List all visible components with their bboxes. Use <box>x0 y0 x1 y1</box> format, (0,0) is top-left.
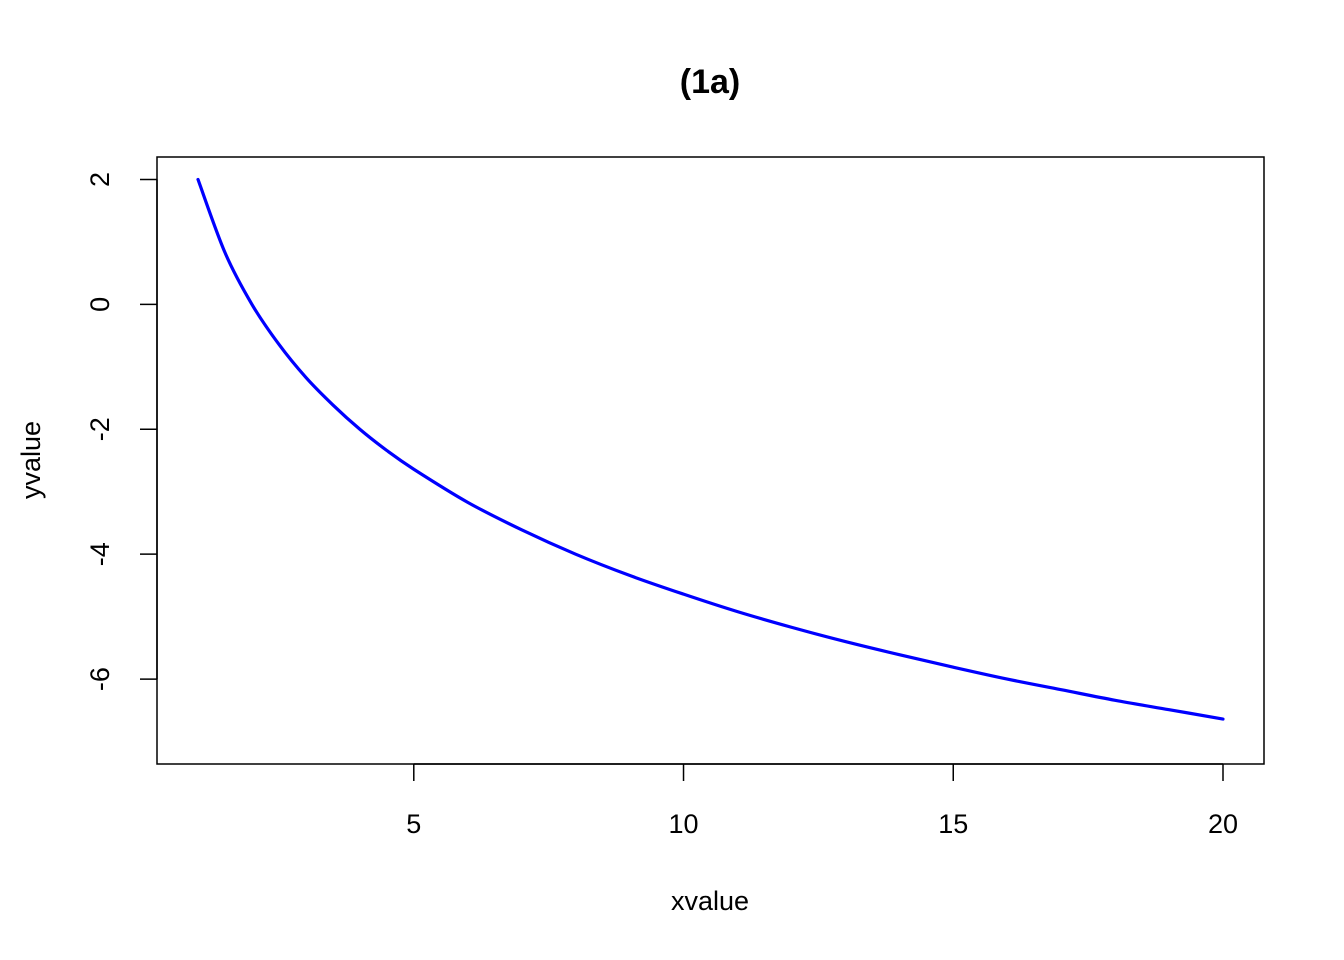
series-layer <box>196 177 1225 721</box>
y-axis-label: yvalue <box>16 421 46 499</box>
y-tick-label: -2 <box>85 417 115 441</box>
x-tick-label: 15 <box>938 809 968 839</box>
plot-frame <box>156 156 1265 765</box>
y-axis: 2 0 -2 -4 -6 <box>85 172 158 691</box>
x-tick-label: 5 <box>406 809 421 839</box>
x-axis: 5 10 15 20 <box>406 763 1238 839</box>
y-tick-label: -4 <box>85 542 115 566</box>
x-axis-label: xvalue <box>671 886 749 916</box>
series-line <box>196 177 1225 721</box>
x-tick-label: 20 <box>1208 809 1238 839</box>
y-tick-label: 2 <box>85 172 115 187</box>
y-tick-label: -6 <box>85 667 115 691</box>
x-tick-label: 10 <box>669 809 699 839</box>
y-tick-label: 0 <box>85 297 115 312</box>
chart-title: (1a) <box>680 63 740 101</box>
